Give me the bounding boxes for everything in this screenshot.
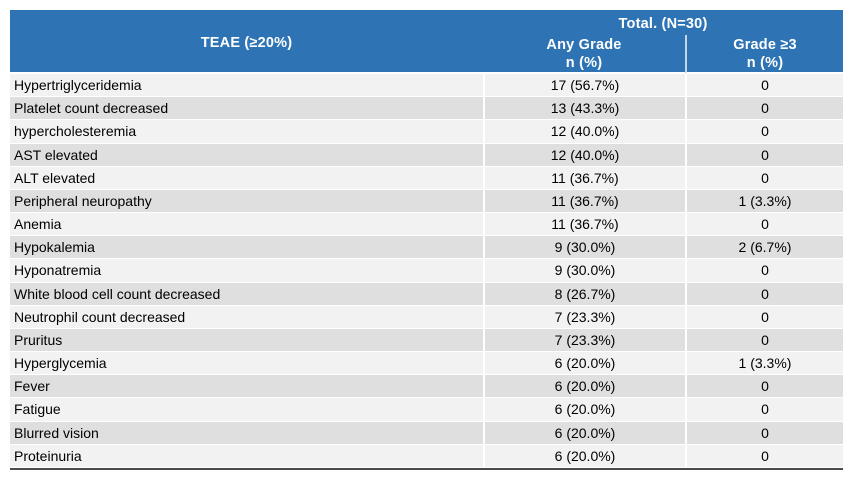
cell-teae-term: Pruritus: [10, 328, 483, 353]
table-row: Hypokalemia 9 (30.0%) 2 (6.7%): [10, 236, 844, 260]
table-row: Hyperglycemia 6 (20.0%) 1 (3.3%): [10, 352, 844, 376]
table-row: Hyponatremia 9 (30.0%) 0: [10, 259, 844, 283]
cell-teae-term: ALT elevated: [10, 166, 483, 190]
table-row: AST elevated 12 (40.0%) 0: [10, 143, 844, 167]
table-row: ALT elevated 11 (36.7%) 0: [10, 166, 844, 190]
cell-any-grade: 17 (56.7%): [483, 74, 685, 98]
cell-any-grade: 8 (26.7%): [483, 282, 685, 306]
cell-any-grade: 6 (20.0%): [483, 352, 685, 376]
cell-grade3: 0: [685, 166, 844, 190]
cell-teae-term: Neutrophil count decreased: [10, 305, 483, 329]
column-header-total: Total. (N=30): [483, 10, 844, 35]
teae-table: TEAE (≥20%) Total. (N=30) Any Grade n (%…: [10, 10, 844, 470]
cell-grade3: 0: [685, 259, 844, 283]
cell-grade3: 1 (3.3%): [685, 352, 844, 376]
cell-teae-term: Anemia: [10, 213, 483, 237]
cell-grade3: 0: [685, 282, 844, 306]
cell-grade3: 0: [685, 213, 844, 237]
cell-teae-term: Blurred vision: [10, 421, 483, 445]
cell-any-grade: 7 (23.3%): [483, 328, 685, 353]
table-body: Hypertriglyceridemia 17 (56.7%) 0 Platelet …: [10, 74, 844, 468]
table-row: Hypertriglyceridemia 17 (56.7%) 0: [10, 74, 844, 98]
table-row: Anemia 11 (36.7%) 0: [10, 213, 844, 237]
cell-any-grade: 6 (20.0%): [483, 398, 685, 422]
table-row: Blurred vision 6 (20.0%) 0: [10, 421, 844, 445]
cell-grade3: 0: [685, 328, 844, 353]
any-grade-sublabel: n (%): [565, 55, 603, 71]
cell-any-grade: 11 (36.7%): [483, 213, 685, 237]
table-row: Neutrophil count decreased 7 (23.3%) 0: [10, 305, 844, 329]
table-row: hypercholesteremia 12 (40.0%) 0: [10, 120, 844, 144]
cell-grade3: 0: [685, 444, 844, 468]
cell-grade3: 0: [685, 120, 844, 144]
cell-teae-term: Fatigue: [10, 398, 483, 422]
any-grade-label: Any Grade: [546, 37, 622, 53]
cell-any-grade: 6 (20.0%): [483, 421, 685, 445]
table-row: Platelet count decreased 13 (43.3%) 0: [10, 97, 844, 121]
cell-grade3: 2 (6.7%): [685, 236, 844, 260]
grade3-sublabel: n (%): [746, 55, 784, 71]
table-row: Fatigue 6 (20.0%) 0: [10, 398, 844, 422]
cell-any-grade: 12 (40.0%): [483, 143, 685, 167]
cell-any-grade: 13 (43.3%): [483, 97, 685, 121]
cell-teae-term: Platelet count decreased: [10, 97, 483, 121]
cell-teae-term: Proteinuria: [10, 444, 483, 468]
table-row: Proteinuria 6 (20.0%) 0: [10, 444, 844, 468]
table-row: Pruritus 7 (23.3%) 0: [10, 328, 844, 353]
cell-teae-term: Peripheral neuropathy: [10, 189, 483, 214]
cell-grade3: 0: [685, 143, 844, 167]
table-row: Fever 6 (20.0%) 0: [10, 375, 844, 399]
cell-teae-term: White blood cell count decreased: [10, 282, 483, 306]
cell-teae-term: Hyponatremia: [10, 259, 483, 283]
column-header-teae: TEAE (≥20%): [10, 10, 483, 74]
cell-teae-term: Hyperglycemia: [10, 352, 483, 376]
cell-grade3: 0: [685, 305, 844, 329]
table-row: White blood cell count decreased 8 (26.7%…: [10, 282, 844, 306]
cell-teae-term: Fever: [10, 375, 483, 399]
cell-teae-term: AST elevated: [10, 143, 483, 167]
cell-grade3: 0: [685, 74, 844, 98]
cell-grade3: 0: [685, 97, 844, 121]
cell-any-grade: 9 (30.0%): [483, 259, 685, 283]
cell-teae-term: Hypertriglyceridemia: [10, 74, 483, 98]
cell-teae-term: Hypokalemia: [10, 236, 483, 260]
cell-any-grade: 6 (20.0%): [483, 444, 685, 468]
cell-any-grade: 9 (30.0%): [483, 236, 685, 260]
cell-grade3: 0: [685, 375, 844, 399]
column-header-any-grade: Any Grade n (%): [483, 35, 685, 74]
cell-any-grade: 7 (23.3%): [483, 305, 685, 329]
cell-grade3: 1 (3.3%): [685, 189, 844, 214]
grade3-label: Grade ≥3: [733, 37, 797, 53]
table-row: Peripheral neuropathy 11 (36.7%) 1 (3.3%): [10, 189, 844, 214]
cell-any-grade: 12 (40.0%): [483, 120, 685, 144]
cell-grade3: 0: [685, 398, 844, 422]
table-header: TEAE (≥20%) Total. (N=30) Any Grade n (%…: [10, 10, 844, 74]
cell-teae-term: hypercholesteremia: [10, 120, 483, 144]
cell-grade3: 0: [685, 421, 844, 445]
column-header-grade3: Grade ≥3 n (%): [685, 35, 844, 74]
cell-any-grade: 11 (36.7%): [483, 166, 685, 190]
cell-any-grade: 6 (20.0%): [483, 375, 685, 399]
cell-any-grade: 11 (36.7%): [483, 189, 685, 214]
